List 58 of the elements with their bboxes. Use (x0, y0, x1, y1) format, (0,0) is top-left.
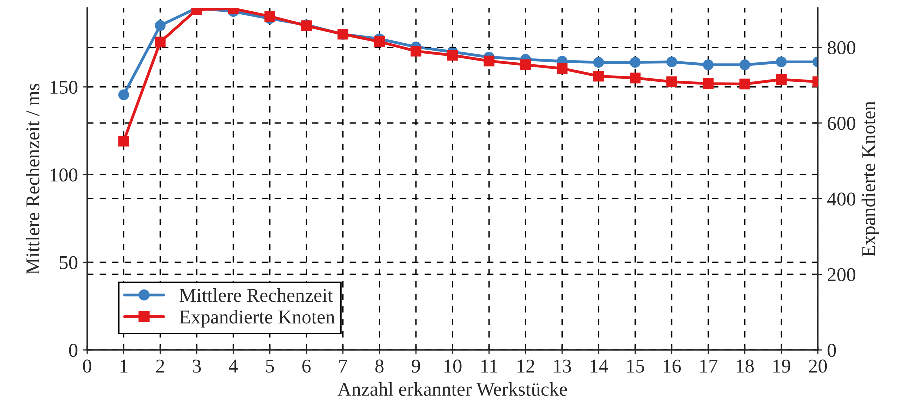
point (264, 11, 276, 22)
point (118, 90, 130, 100)
point (484, 56, 495, 67)
point (740, 78, 750, 90)
y2-axis-title: Expandierte Knoten (862, 101, 880, 257)
x-tick-label: 0 (83, 360, 92, 373)
y-axis-title: Mittlere Rechenzeit / ms (26, 84, 40, 275)
point (155, 20, 166, 32)
point (666, 76, 678, 88)
x-tick-label: 17 (700, 360, 718, 373)
point (556, 63, 568, 74)
x-tick-label: 19 (774, 360, 790, 373)
y-tick-label: 150 (50, 80, 78, 94)
point (118, 136, 130, 147)
x-tick-label: 14 (590, 360, 608, 373)
point (740, 60, 750, 70)
y2-tick-label: 200 (828, 268, 856, 282)
x-tick-label: 13 (554, 360, 572, 373)
legend-label: Expandierte Knoten (180, 310, 336, 328)
point (776, 74, 787, 86)
x-tick-label: 3 (193, 360, 202, 373)
point (703, 78, 714, 90)
legend-label: Mittlere Rechenzeit (180, 288, 334, 302)
x-tick-label: 2 (156, 360, 164, 373)
y-tick-label: 100 (50, 168, 78, 182)
point (630, 72, 641, 84)
x-tick-label: 15 (627, 360, 644, 373)
y2-tick-label: 600 (828, 117, 856, 130)
x-tick-label: 8 (376, 360, 384, 373)
x-tick-label: 4 (229, 360, 238, 373)
x-tick-label: 20 (809, 360, 828, 373)
point (447, 50, 458, 61)
point (630, 57, 641, 68)
point (703, 60, 714, 70)
point (155, 36, 166, 48)
x-tick-label: 5 (266, 360, 274, 373)
x-tick-label: 7 (340, 360, 348, 373)
x-tick-label: 12 (518, 360, 534, 373)
y-tick-label: 50 (60, 256, 78, 270)
x-tick-label: 16 (664, 360, 682, 373)
x-tick-label: 10 (444, 360, 462, 373)
y2-tick-label: 400 (828, 192, 856, 206)
point (776, 56, 787, 68)
point (594, 57, 604, 68)
y2-tick-label: 0 (828, 344, 836, 358)
point (374, 36, 386, 48)
point (410, 46, 422, 57)
x-axis-title: Anzahl erkannter Werkstücke (338, 382, 568, 396)
x-tick-label: 18 (737, 360, 754, 373)
point (594, 70, 604, 82)
x-tick-label: 1 (120, 360, 128, 373)
y2-tick-label: 800 (828, 41, 856, 55)
y-tick-label: 0 (69, 344, 78, 358)
point (520, 60, 532, 70)
x-tick-label: 9 (412, 360, 420, 373)
point (666, 56, 678, 68)
x-tick-label: 11 (482, 360, 498, 373)
x-tick-label: 6 (302, 360, 311, 373)
